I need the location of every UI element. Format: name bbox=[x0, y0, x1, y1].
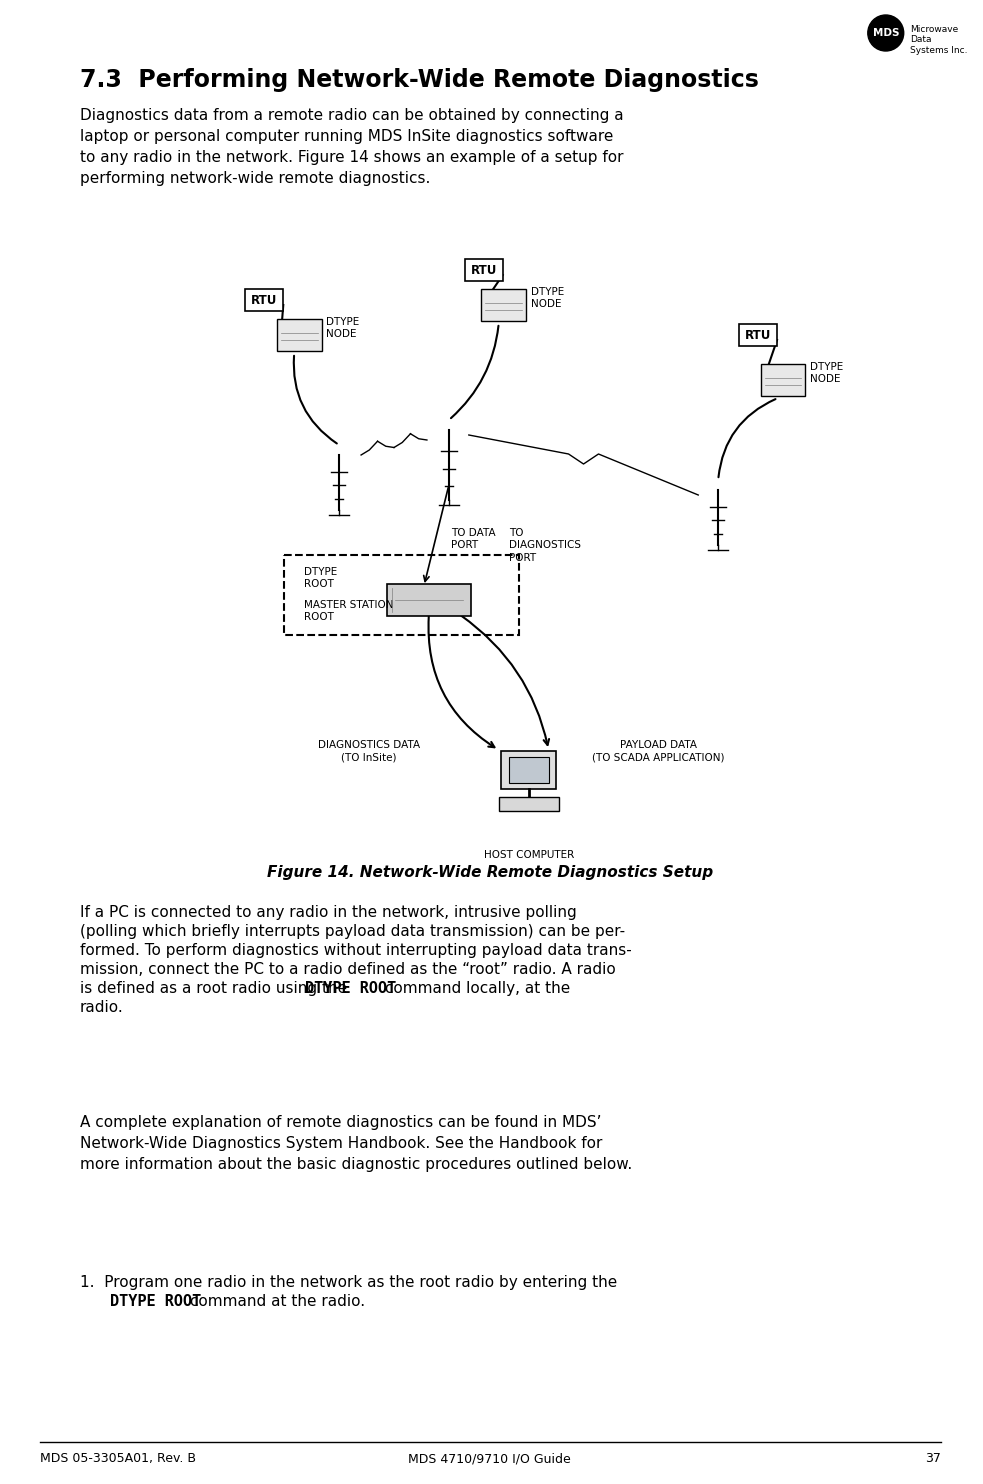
Text: RTU: RTU bbox=[745, 328, 772, 341]
Bar bbox=[246, 289, 283, 312]
Text: MASTER STATION
ROOT: MASTER STATION ROOT bbox=[304, 600, 394, 622]
Text: DTYPE
NODE: DTYPE NODE bbox=[531, 286, 564, 309]
Bar bbox=[465, 260, 502, 280]
Text: Diagnostics data from a remote radio can be obtained by connecting a
laptop or p: Diagnostics data from a remote radio can… bbox=[80, 108, 623, 186]
Text: DTYPE
NODE: DTYPE NODE bbox=[810, 362, 843, 384]
Text: DTYPE
NODE: DTYPE NODE bbox=[326, 318, 360, 340]
Text: MDS 4710/9710 I/O Guide: MDS 4710/9710 I/O Guide bbox=[408, 1451, 571, 1465]
Bar bbox=[509, 757, 549, 784]
Text: DTYPE ROOT: DTYPE ROOT bbox=[110, 1294, 201, 1309]
Text: is defined as a root radio using the: is defined as a root radio using the bbox=[80, 981, 352, 996]
Text: TO DATA
PORT: TO DATA PORT bbox=[451, 528, 495, 551]
Text: mission, connect the PC to a radio defined as the “root” radio. A radio: mission, connect the PC to a radio defin… bbox=[80, 962, 615, 976]
Text: command locally, at the: command locally, at the bbox=[379, 981, 570, 996]
Text: MDS 05-3305A01, Rev. B: MDS 05-3305A01, Rev. B bbox=[40, 1451, 196, 1465]
Text: If a PC is connected to any radio in the network, intrusive polling: If a PC is connected to any radio in the… bbox=[80, 905, 577, 920]
Bar bbox=[386, 585, 471, 616]
Bar bbox=[739, 324, 777, 346]
Text: radio.: radio. bbox=[80, 1000, 124, 1015]
Text: HOST COMPUTER: HOST COMPUTER bbox=[484, 850, 574, 861]
Text: formed. To perform diagnostics without interrupting payload data trans-: formed. To perform diagnostics without i… bbox=[80, 942, 631, 959]
Bar bbox=[761, 364, 805, 396]
Text: A complete explanation of remote diagnostics can be found in MDS’
Network-Wide D: A complete explanation of remote diagnos… bbox=[80, 1114, 632, 1172]
Text: RTU: RTU bbox=[251, 294, 277, 307]
Text: 1.  Program one radio in the network as the root radio by entering the: 1. Program one radio in the network as t… bbox=[80, 1275, 617, 1290]
Text: 7.3  Performing Network-Wide Remote Diagnostics: 7.3 Performing Network-Wide Remote Diagn… bbox=[80, 68, 759, 92]
Text: DTYPE ROOT: DTYPE ROOT bbox=[305, 981, 396, 996]
Text: TO
DIAGNOSTICS
PORT: TO DIAGNOSTICS PORT bbox=[509, 528, 581, 562]
Text: DIAGNOSTICS DATA
(TO InSite): DIAGNOSTICS DATA (TO InSite) bbox=[318, 741, 420, 763]
Text: PAYLOAD DATA
(TO SCADA APPLICATION): PAYLOAD DATA (TO SCADA APPLICATION) bbox=[592, 741, 724, 763]
Bar bbox=[284, 555, 519, 635]
Bar bbox=[482, 289, 526, 321]
Text: command at the radio.: command at the radio. bbox=[185, 1294, 365, 1309]
Text: 37: 37 bbox=[925, 1451, 941, 1465]
Text: MDS: MDS bbox=[873, 28, 899, 39]
Text: (polling which briefly interrupts payload data transmission) can be per-: (polling which briefly interrupts payloa… bbox=[80, 925, 625, 939]
Bar bbox=[498, 797, 558, 810]
Circle shape bbox=[868, 15, 903, 50]
Bar bbox=[501, 751, 556, 789]
Text: Figure 14. Network-Wide Remote Diagnostics Setup: Figure 14. Network-Wide Remote Diagnosti… bbox=[266, 865, 713, 880]
Text: DTYPE
ROOT: DTYPE ROOT bbox=[304, 567, 337, 589]
Bar bbox=[277, 319, 321, 352]
Text: RTU: RTU bbox=[471, 264, 497, 276]
Text: Microwave
Data
Systems Inc.: Microwave Data Systems Inc. bbox=[909, 25, 967, 55]
